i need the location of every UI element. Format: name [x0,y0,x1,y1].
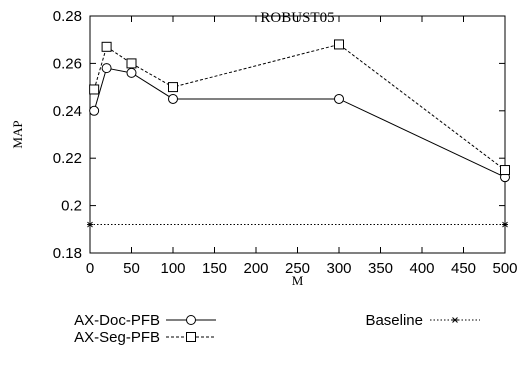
data-point-baseline [502,221,508,228]
data-point-ax-seg-pfb [334,39,344,50]
data-point-baseline [87,221,93,228]
y-tick-label: 0.22 [53,150,82,167]
data-point-ax-seg-pfb [168,82,178,93]
legend-entry-baseline: Baseline [365,312,480,329]
legend-marker [186,332,196,342]
plot-frame [89,15,506,254]
data-point-ax-seg-pfb [101,41,112,52]
x-tick-label: 300 [326,260,351,277]
x-tick-label: 150 [202,260,227,277]
legend-label: AX-Doc-PFB [74,312,160,329]
data-point-ax-doc-pfb [334,93,344,104]
x-tick-label: 100 [160,260,185,277]
y-tick-label: 0.18 [53,245,82,262]
data-point-ax-seg-pfb [126,58,137,69]
x-axis-label: M [292,273,304,288]
y-tick-label: 0.26 [53,55,82,72]
data-point-ax-seg-pfb [89,84,100,95]
x-tick-label: 450 [451,260,476,277]
data-point-ax-doc-pfb [89,105,100,116]
y-tick-label: 0.24 [53,103,82,120]
legend-entry-ax-doc-pfb: AX-Doc-PFB [74,312,216,329]
x-tick-label: 250 [285,260,310,277]
x-tick-label: 50 [123,260,140,277]
legend-label: AX-Seg-PFB [74,329,160,346]
legend-marker [186,315,196,325]
data-point-ax-doc-pfb [168,93,178,104]
y-axis-label: MAP [10,120,25,148]
legend-label: Baseline [365,312,423,329]
data-point-ax-seg-pfb [500,165,510,176]
plot-area: 0 50 100 150 200 250 300 350 400 450 500 0.18 0.2 0.2… [53,8,518,277]
x-tick-label: 400 [409,260,434,277]
x-tick-label: 200 [243,260,268,277]
x-tick-label: 0 [86,260,94,277]
legend-marker [452,317,458,323]
legend-entry-ax-seg-pfb: AX-Seg-PFB [74,329,216,346]
y-tick-label: 0.2 [61,198,82,215]
series-line-ax-doc-pfb [93,67,506,178]
x-tick-label: 500 [492,260,517,277]
data-point-ax-doc-pfb [126,67,137,78]
x-tick-label: 350 [368,260,393,277]
series-line-ax-seg-pfb [93,43,506,171]
data-point-ax-doc-pfb [101,63,112,74]
y-tick-label: 0.28 [53,8,82,25]
